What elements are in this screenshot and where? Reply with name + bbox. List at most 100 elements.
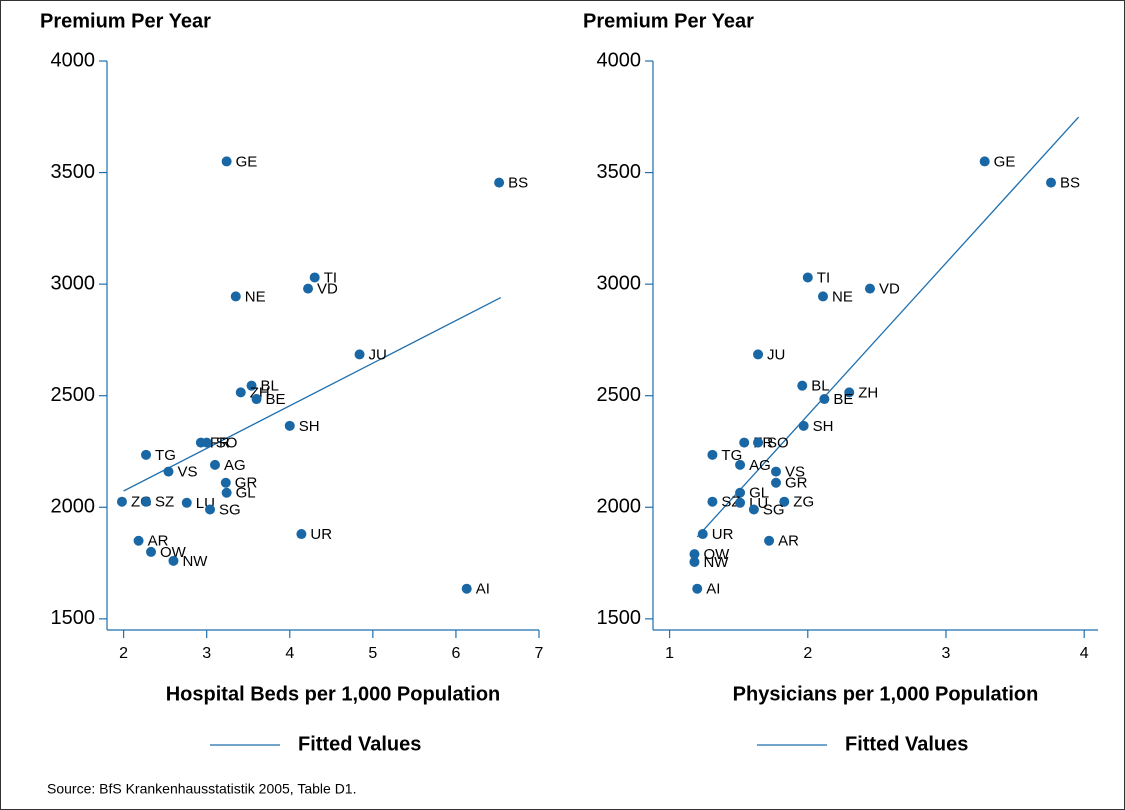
- data-point: [210, 459, 220, 470]
- data-point: [296, 529, 307, 540]
- data-point: [735, 497, 746, 508]
- data-point: [230, 291, 241, 302]
- data-point: [844, 387, 855, 398]
- point-label: AI: [476, 581, 490, 598]
- data-point: [753, 437, 764, 448]
- point-label: AR: [778, 533, 799, 550]
- y-tick-label: 2000: [597, 496, 642, 518]
- data-point: [133, 535, 144, 546]
- point-label: UR: [310, 526, 332, 543]
- data-point: [303, 283, 314, 294]
- point-label: FR: [210, 435, 230, 452]
- point-label: SH: [299, 418, 320, 435]
- data-point: [739, 437, 750, 448]
- data-point: [181, 497, 192, 508]
- y-tick-label: 3000: [597, 272, 642, 294]
- x-axis-label: Hospital Beds per 1,000 Population: [166, 683, 501, 705]
- y-tick-label: 1500: [51, 607, 96, 629]
- point-label: JU: [369, 346, 387, 363]
- data-point: [205, 504, 216, 515]
- point-label: TG: [155, 447, 176, 464]
- data-point: [735, 487, 746, 498]
- x-tick-label: 2: [803, 645, 812, 662]
- point-label: BS: [1060, 175, 1080, 192]
- point-label: GL: [236, 485, 256, 502]
- data-point: [748, 504, 759, 515]
- x-tick-label: 4: [285, 645, 294, 662]
- data-point: [770, 477, 781, 488]
- point-label: AG: [749, 457, 771, 474]
- data-point: [1046, 177, 1057, 188]
- data-point: [141, 496, 152, 507]
- y-tick-label: 4000: [51, 49, 96, 71]
- point-label: GE: [994, 153, 1016, 170]
- data-point: [689, 556, 700, 567]
- data-point: [819, 394, 830, 405]
- y-tick-label: 3500: [51, 161, 96, 183]
- fitted-line: [696, 116, 1080, 538]
- data-point: [221, 487, 232, 498]
- data-point: [779, 496, 790, 507]
- data-point: [168, 555, 179, 566]
- point-label: TI: [324, 269, 337, 286]
- data-point: [220, 477, 231, 488]
- point-label: ZH: [858, 384, 878, 401]
- data-point: [689, 549, 700, 560]
- point-label: SO: [216, 435, 238, 452]
- point-label: UR: [712, 526, 734, 543]
- data-point: [692, 583, 703, 594]
- data-point: [697, 529, 708, 540]
- y-axis-label: Premium Per Year: [40, 10, 211, 32]
- point-label: GR: [235, 475, 258, 492]
- x-tick-label: 3: [942, 645, 951, 662]
- data-point: [817, 291, 828, 302]
- point-label: ZG: [793, 494, 814, 511]
- source-note: Source: BfS Krankenhausstatistik 2005, T…: [47, 781, 356, 797]
- data-point: [753, 349, 764, 360]
- data-point: [735, 459, 746, 470]
- point-label: GE: [236, 153, 258, 170]
- data-point: [141, 449, 152, 460]
- point-label: TG: [721, 447, 742, 464]
- data-point: [251, 394, 262, 405]
- point-label: SG: [763, 501, 785, 518]
- point-label: OW: [160, 544, 187, 561]
- point-label: NE: [245, 288, 266, 305]
- point-label: SZ: [155, 494, 174, 511]
- point-label: AG: [224, 457, 246, 474]
- point-label: OW: [703, 546, 730, 563]
- x-tick-label: 1: [665, 645, 674, 662]
- point-label: VS: [785, 464, 805, 481]
- data-point: [707, 496, 718, 507]
- data-point: [116, 496, 127, 507]
- x-tick-label: 7: [535, 645, 544, 662]
- data-point: [461, 583, 472, 594]
- data-point: [146, 546, 157, 557]
- point-label: NE: [832, 288, 853, 305]
- data-point: [221, 156, 232, 167]
- y-tick-label: 2000: [51, 496, 96, 518]
- point-label: SO: [767, 435, 789, 452]
- y-tick-label: 4000: [597, 49, 642, 71]
- y-tick-label: 2500: [597, 384, 642, 406]
- legend-label: Fitted Values: [845, 733, 968, 755]
- y-tick-label: 3500: [597, 161, 642, 183]
- data-point: [979, 156, 990, 167]
- point-label: SH: [813, 418, 834, 435]
- data-point: [797, 380, 808, 391]
- point-label: SG: [219, 501, 241, 518]
- x-tick-label: 3: [202, 645, 211, 662]
- x-tick-label: 5: [368, 645, 377, 662]
- data-point: [864, 283, 875, 294]
- point-label: BE: [266, 391, 286, 408]
- point-label: AI: [706, 581, 720, 598]
- x-axis-label: Physicians per 1,000 Population: [733, 683, 1039, 705]
- y-tick-label: 1500: [597, 607, 642, 629]
- y-tick-label: 3000: [51, 272, 96, 294]
- point-label: TI: [817, 269, 830, 286]
- data-point: [798, 420, 809, 431]
- point-label: VS: [177, 464, 197, 481]
- point-label: AR: [148, 533, 169, 550]
- point-label: BL: [261, 378, 279, 395]
- point-label: NW: [703, 554, 729, 571]
